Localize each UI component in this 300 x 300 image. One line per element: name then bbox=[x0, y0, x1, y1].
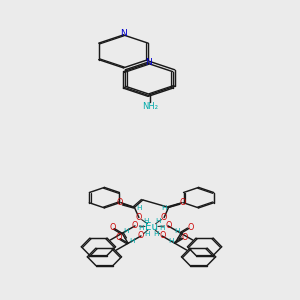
Text: O: O bbox=[110, 223, 116, 232]
Text: N: N bbox=[145, 58, 152, 67]
Text: H: H bbox=[123, 228, 128, 234]
Text: H: H bbox=[155, 218, 160, 224]
Text: H: H bbox=[129, 238, 134, 244]
Text: H: H bbox=[143, 218, 148, 224]
Text: Eu: Eu bbox=[145, 222, 158, 232]
Text: H: H bbox=[144, 231, 150, 237]
Text: O: O bbox=[181, 233, 188, 242]
Text: O: O bbox=[137, 231, 144, 240]
Text: H: H bbox=[153, 231, 159, 237]
Text: N: N bbox=[120, 29, 127, 38]
Text: O: O bbox=[187, 223, 194, 232]
Text: O: O bbox=[161, 213, 167, 222]
Text: H: H bbox=[159, 225, 165, 231]
Text: H: H bbox=[161, 205, 167, 211]
Text: O: O bbox=[131, 221, 138, 230]
Text: H: H bbox=[169, 238, 174, 244]
Text: O: O bbox=[159, 231, 166, 240]
Text: O: O bbox=[116, 233, 122, 242]
Text: O: O bbox=[165, 221, 172, 230]
Text: H: H bbox=[136, 205, 142, 211]
Text: NH₂: NH₂ bbox=[142, 102, 158, 111]
Text: O: O bbox=[136, 213, 142, 222]
Text: O: O bbox=[180, 198, 186, 207]
Text: H: H bbox=[138, 225, 144, 231]
Text: H: H bbox=[175, 228, 180, 234]
Text: O: O bbox=[117, 198, 123, 207]
